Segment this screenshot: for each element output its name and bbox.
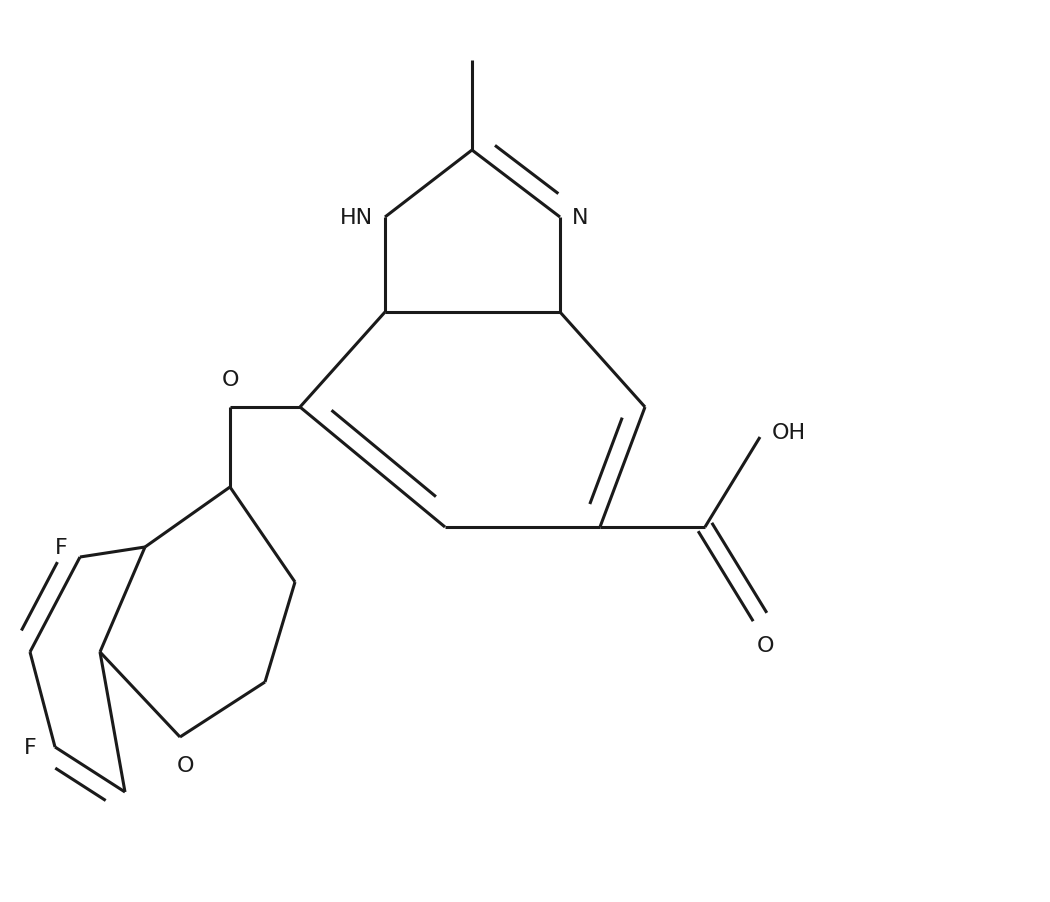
- Text: HN: HN: [340, 207, 373, 227]
- Text: O: O: [222, 370, 238, 390]
- Text: F: F: [56, 538, 68, 557]
- Text: F: F: [24, 737, 37, 757]
- Text: OH: OH: [772, 422, 806, 443]
- Text: O: O: [756, 635, 774, 655]
- Text: O: O: [176, 755, 194, 775]
- Text: N: N: [572, 207, 588, 227]
